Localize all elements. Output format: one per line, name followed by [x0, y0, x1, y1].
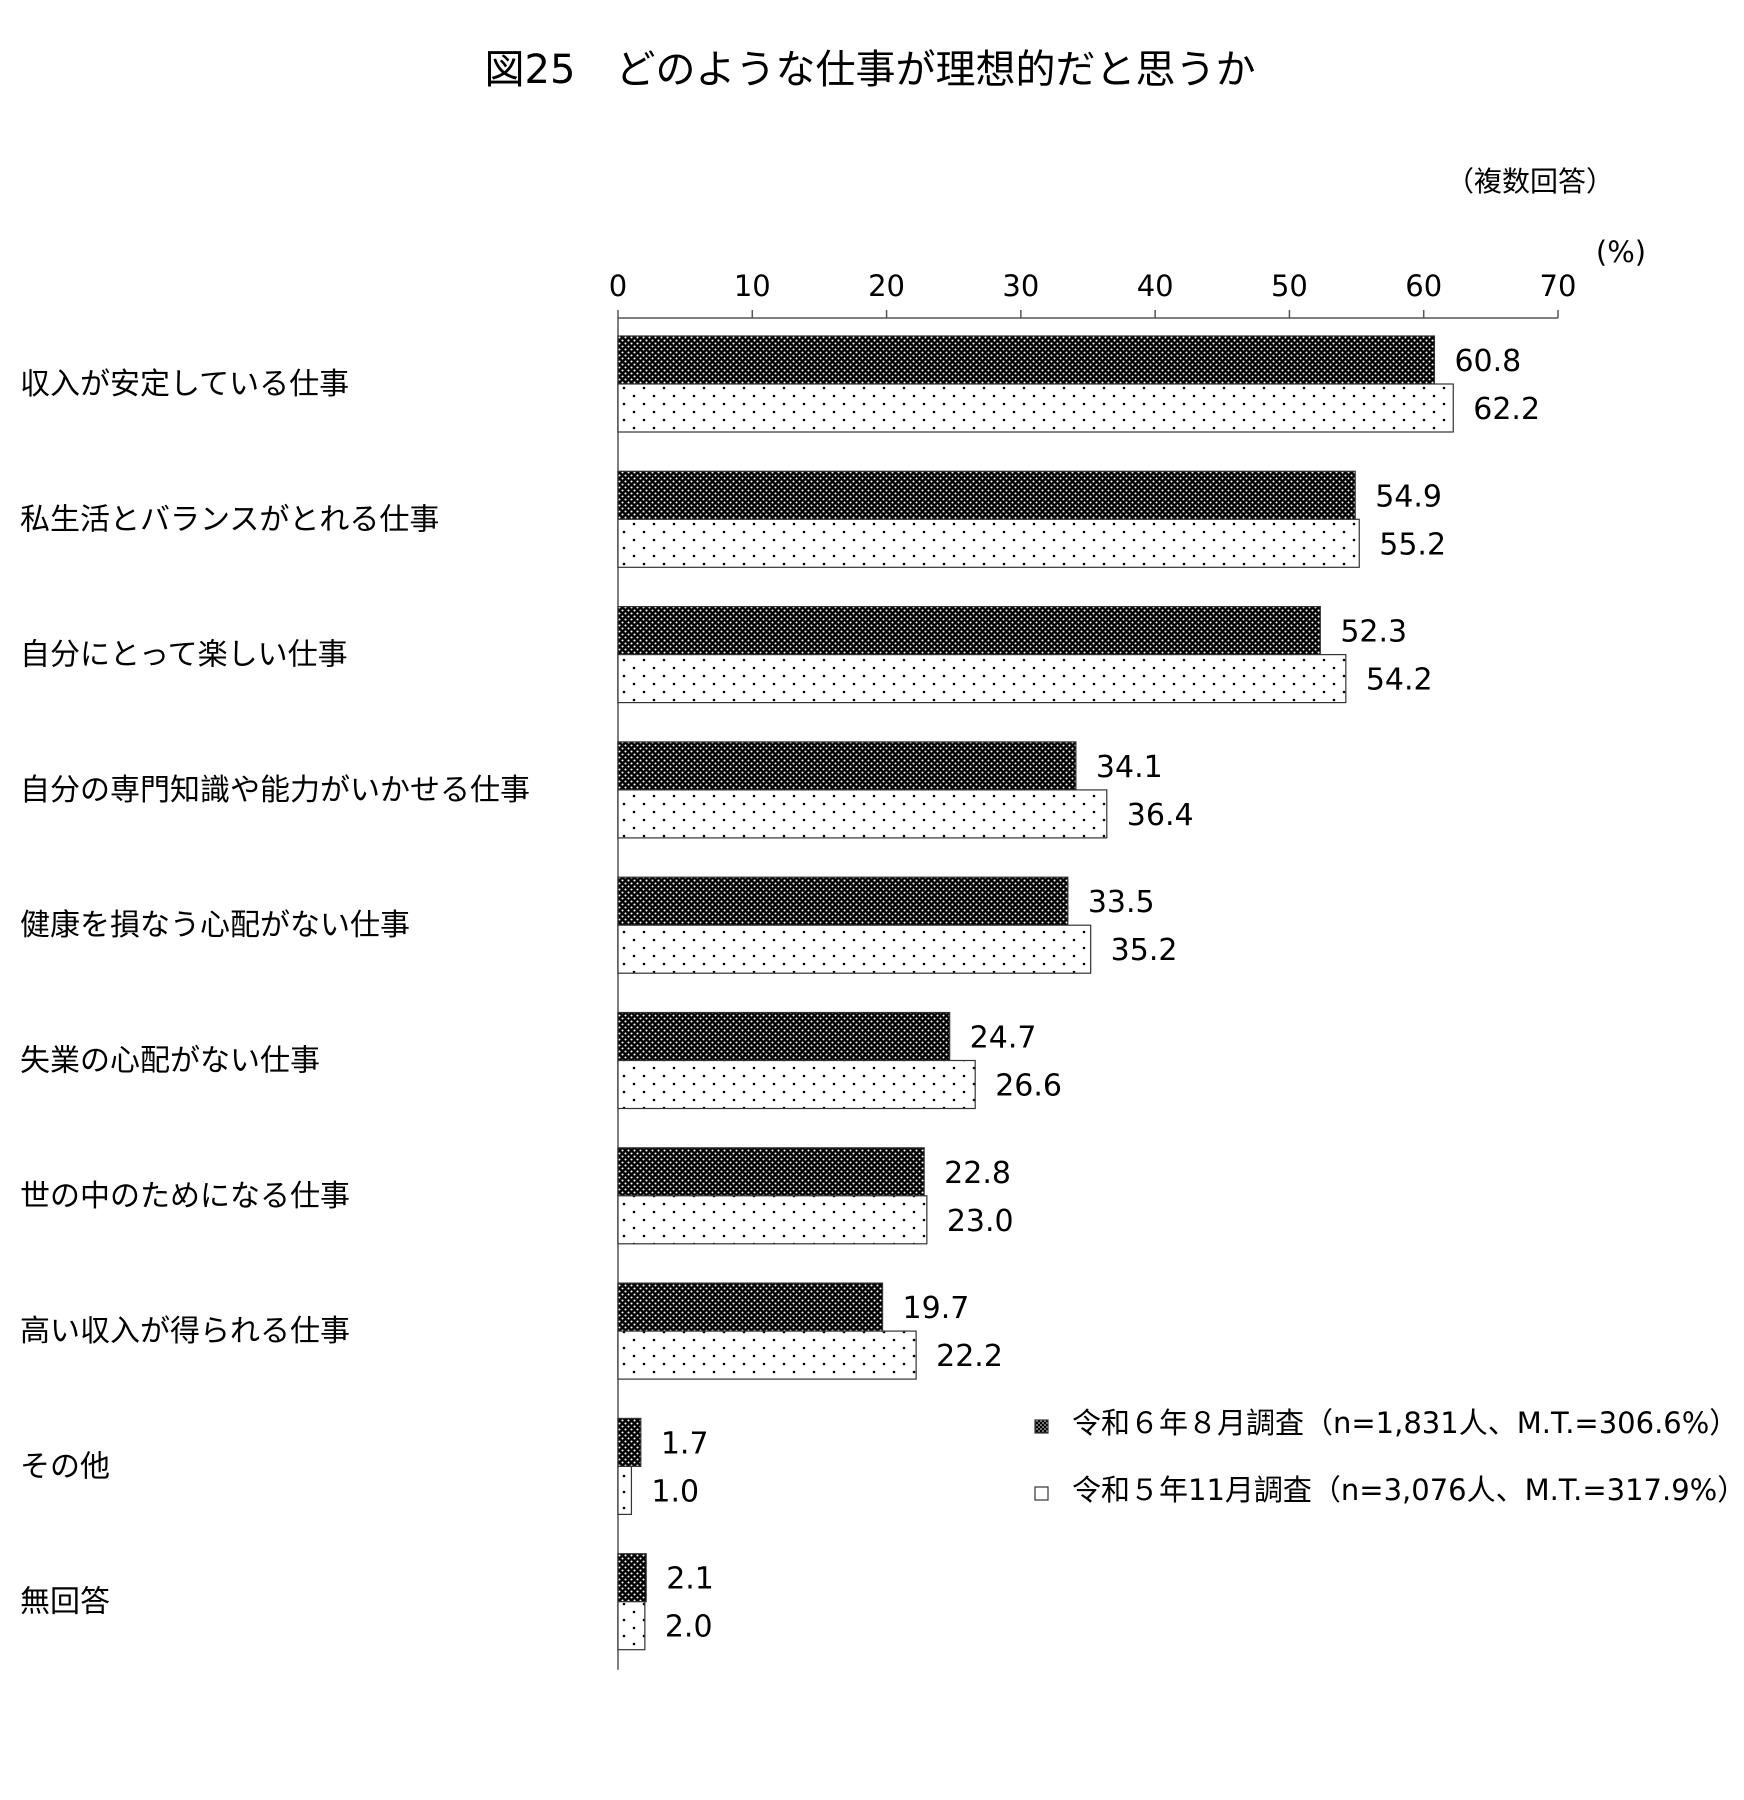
bar-r6 — [617, 335, 1436, 385]
bar-r5 — [617, 518, 1360, 568]
bar-r6 — [617, 470, 1356, 520]
x-tick-label: 20 — [868, 269, 905, 303]
data-label: 52.3 — [1340, 615, 1407, 650]
data-label: 55.2 — [1379, 527, 1446, 562]
data-label: 35.2 — [1111, 933, 1178, 968]
data-label: 2.1 — [666, 1562, 714, 1597]
bar-r5 — [617, 1195, 928, 1245]
category-labels: 収入が安定している仕事私生活とバランスがとれる仕事自分にとって楽しい仕事自分の専… — [20, 367, 530, 1620]
bar-r5 — [617, 1601, 646, 1651]
data-label: 23.0 — [947, 1204, 1014, 1239]
bar-r6 — [617, 876, 1069, 926]
bar-r6 — [617, 1553, 647, 1603]
x-tick-label: 0 — [609, 269, 627, 303]
bar-r6 — [617, 1147, 925, 1197]
x-tick-label: 30 — [1002, 269, 1039, 303]
data-label: 33.5 — [1088, 885, 1155, 920]
x-tick-label: 10 — [734, 269, 771, 303]
x-tick-label: 40 — [1137, 269, 1174, 303]
category-label: 世の中のためになる仕事 — [20, 1179, 350, 1214]
bars: 60.8 54.9 52.3 34.1 33.5 24.7 22.8 19.7 1.7 2.1 62… — [617, 335, 1540, 1651]
category-label: その他 — [20, 1449, 110, 1484]
category-label: 自分の専門知識や能力がいかせる仕事 — [20, 773, 530, 808]
category-label: 私生活とバランスがとれる仕事 — [20, 502, 439, 537]
data-label: 54.9 — [1375, 479, 1442, 514]
category-label: 自分にとって楽しい仕事 — [20, 638, 348, 673]
legend-swatch — [1034, 1419, 1049, 1434]
legend-swatch — [1034, 1486, 1049, 1501]
data-label: 26.6 — [995, 1069, 1062, 1104]
bar-r5 — [617, 383, 1454, 433]
legend: 令和６年８月調査（n=1,831人、M.T.=306.6%） 令和５年11月調査（… — [1034, 1406, 1744, 1507]
data-label: 60.8 — [1454, 344, 1521, 379]
legend-label: 令和６年８月調査（n=1,831人、M.T.=306.6%） — [1072, 1406, 1738, 1440]
bar-r5 — [617, 789, 1108, 839]
bar-r6 — [617, 1282, 884, 1332]
category-label: 収入が安定している仕事 — [20, 367, 349, 402]
data-label: 24.7 — [970, 1021, 1037, 1056]
bar-r5 — [617, 1465, 633, 1516]
data-label: 22.8 — [944, 1156, 1011, 1191]
bar-r6 — [617, 1417, 642, 1468]
category-label: 健康を損なう心配がない仕事 — [20, 908, 410, 943]
legend-label: 令和５年11月調査（n=3,076人、M.T.=317.9%） — [1072, 1473, 1744, 1507]
multiple-answer-note: （複数回答） — [1446, 165, 1614, 198]
category-label: 無回答 — [20, 1585, 110, 1620]
chart-title: 図25 どのような仕事が理想的だと思うか — [485, 47, 1256, 93]
data-label: 1.7 — [661, 1426, 709, 1461]
bar-r6 — [617, 1011, 951, 1062]
data-label: 34.1 — [1096, 750, 1163, 785]
x-tick-label: 50 — [1271, 269, 1308, 303]
x-tick-label: 60 — [1405, 269, 1442, 303]
category-label: 高い収入が得られる仕事 — [20, 1314, 350, 1349]
bar-r6 — [617, 741, 1077, 791]
data-label: 54.2 — [1366, 663, 1433, 698]
data-label: 22.2 — [936, 1339, 1003, 1374]
bar-r5 — [617, 1330, 917, 1380]
bar-r5 — [617, 1059, 976, 1110]
data-label: 36.4 — [1127, 798, 1194, 833]
bar-r6 — [617, 605, 1321, 656]
bar-r5 — [617, 653, 1347, 704]
x-axis-unit: (%) — [1596, 235, 1646, 269]
data-label: 1.0 — [651, 1474, 699, 1509]
data-label: 19.7 — [903, 1291, 970, 1326]
x-tick-label: 70 — [1540, 269, 1577, 303]
data-label: 2.0 — [665, 1610, 713, 1645]
bar-r5 — [617, 924, 1092, 974]
data-label: 62.2 — [1473, 392, 1540, 427]
category-label: 失業の心配がない仕事 — [20, 1044, 320, 1079]
